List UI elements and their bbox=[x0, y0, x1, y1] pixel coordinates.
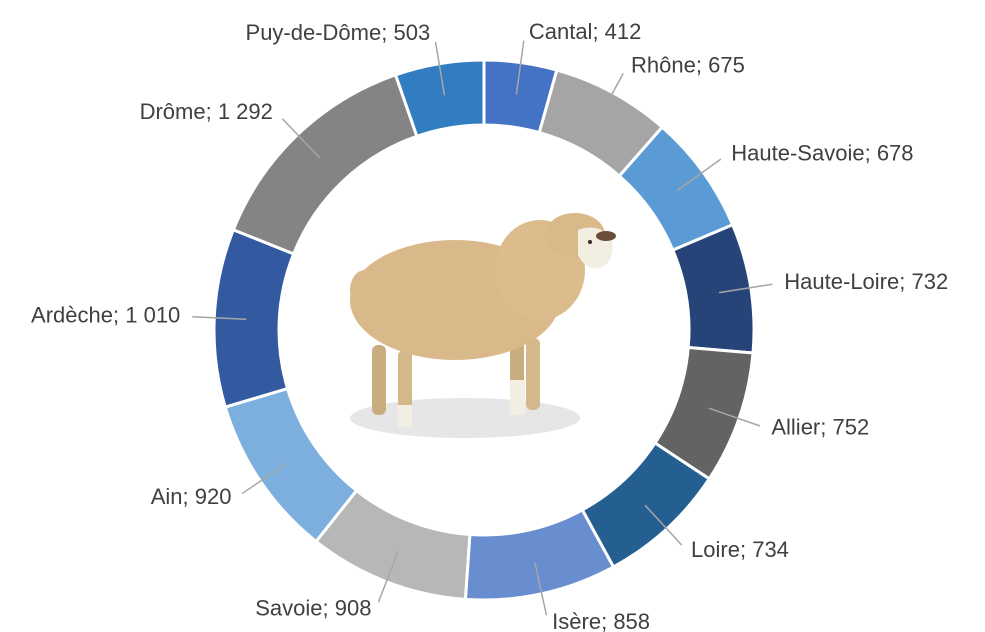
data-label: Savoie; 908 bbox=[255, 596, 371, 621]
label-separator: ; bbox=[381, 20, 393, 45]
value-label: 908 bbox=[335, 596, 372, 621]
label-separator: ; bbox=[899, 269, 911, 294]
label-separator: ; bbox=[740, 537, 752, 562]
category-label: Puy-de-Dôme bbox=[246, 20, 382, 45]
value-label: 734 bbox=[752, 537, 789, 562]
category-label: Cantal bbox=[529, 19, 593, 44]
label-separator: ; bbox=[206, 99, 218, 124]
category-label: Isère bbox=[552, 609, 601, 632]
category-label: Drôme bbox=[140, 99, 206, 124]
category-label: Rhône bbox=[631, 52, 696, 77]
data-label: Allier; 752 bbox=[771, 414, 869, 439]
data-label: Ardèche; 1 010 bbox=[31, 302, 180, 327]
category-label: Ain bbox=[151, 484, 183, 509]
chart: Cantal; 412Rhône; 675Haute-Savoie; 678Ha… bbox=[0, 0, 985, 632]
value-label: 732 bbox=[911, 269, 948, 294]
category-label: Savoie bbox=[255, 596, 322, 621]
category-label: Allier bbox=[771, 414, 820, 439]
data-label: Cantal; 412 bbox=[529, 19, 642, 44]
label-separator: ; bbox=[592, 19, 604, 44]
value-label: 920 bbox=[195, 484, 232, 509]
data-label: Drôme; 1 292 bbox=[140, 99, 273, 124]
value-label: 412 bbox=[605, 19, 642, 44]
label-separator: ; bbox=[820, 414, 832, 439]
value-label: 752 bbox=[833, 414, 870, 439]
value-label: 678 bbox=[877, 140, 914, 165]
data-label: Haute-Loire; 732 bbox=[784, 269, 948, 294]
value-label: 675 bbox=[708, 52, 745, 77]
sheep-illustration bbox=[350, 213, 616, 438]
label-separator: ; bbox=[183, 484, 195, 509]
label-separator: ; bbox=[865, 140, 877, 165]
value-label: 503 bbox=[393, 20, 430, 45]
category-label: Haute-Loire bbox=[784, 269, 899, 294]
data-label: Loire; 734 bbox=[691, 537, 789, 562]
data-label: Puy-de-Dôme; 503 bbox=[246, 20, 431, 45]
data-label: Rhône; 675 bbox=[631, 52, 745, 77]
data-label: Ain; 920 bbox=[151, 484, 232, 509]
label-separator: ; bbox=[323, 596, 335, 621]
data-label: Haute-Savoie; 678 bbox=[731, 140, 913, 165]
value-label: 1 010 bbox=[125, 302, 180, 327]
label-separator: ; bbox=[696, 52, 708, 77]
category-label: Haute-Savoie bbox=[731, 140, 864, 165]
data-label: Isère; 858 bbox=[552, 609, 650, 632]
label-separator: ; bbox=[113, 302, 125, 327]
label-separator: ; bbox=[601, 609, 613, 632]
category-label: Ardèche bbox=[31, 302, 113, 327]
category-label: Loire bbox=[691, 537, 740, 562]
value-label: 858 bbox=[613, 609, 650, 632]
value-label: 1 292 bbox=[218, 99, 273, 124]
